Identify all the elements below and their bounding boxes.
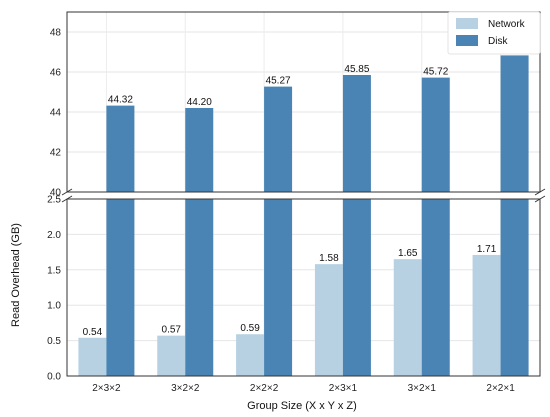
legend-label-network: Network [488,19,526,30]
y-axis-title: Read Overhead (GB) [10,223,22,327]
y-tick-label-upper: 40 [50,188,62,199]
bar-disk-upper [264,86,293,192]
legend-swatch-disk [456,35,478,46]
bars [78,55,529,376]
data-label-network: 1.58 [319,253,339,264]
x-tick-label: 3×2×2 [171,383,200,394]
bar-disk-upper [106,105,135,192]
bar-network [236,334,265,376]
data-label-network: 0.57 [162,325,182,336]
y-tick-label-upper: 46 [50,68,62,79]
x-tick-label: 2×2×1 [486,383,515,394]
axis-break-mark [534,195,546,203]
y-tick-label-lower: 2.5 [47,195,61,206]
bar-disk-lower [500,199,529,376]
axis-break-mark [61,188,73,196]
x-tick-label: 2×3×1 [329,383,358,394]
data-label-disk: 45.72 [423,67,448,78]
bar-network [157,335,186,376]
bar-network [472,254,501,376]
y-tick-label-upper: 48 [50,28,62,39]
legend-label-disk: Disk [488,36,508,47]
data-label-disk: 45.27 [266,76,291,87]
data-label-disk: 44.20 [187,97,212,108]
x-tick-label: 2×2×2 [250,383,279,394]
x-axis-title: Group Size (X x Y x Z) [247,400,357,412]
bar-disk-lower [342,199,371,376]
axis-break-gap [65,192,544,199]
bar-disk-lower [264,199,293,376]
bar-disk-lower [421,199,450,376]
x-tick-label: 2×3×2 [92,383,121,394]
y-tick-label-lower: 2.0 [47,230,61,241]
data-labels: 0.54 44.32 0.57 44.20 0.59 45.27 1.58 45.85 1.65… [83,44,528,337]
axes: 40 42 44 46 48 0.0 0.5 1.0 1.5 2.0 2.5 2×3×2 3×2×2 2×… [47,11,546,394]
data-label-network: 0.54 [83,327,103,338]
bar-disk-upper [342,75,371,192]
data-label-network: 1.71 [477,244,497,255]
bar-disk-lower [106,199,135,376]
y-tick-label-lower: 0.5 [47,336,61,347]
bar-disk-upper [500,55,529,193]
bar-disk-upper [185,108,214,192]
data-label-network: 0.59 [240,323,260,334]
bar-disk-upper [421,77,450,192]
upper-panel-frame [66,11,541,193]
x-tick-label: 3×2×1 [408,383,437,394]
axis-break-mark [61,195,73,203]
y-tick-label-upper: 42 [50,148,62,159]
lower-panel-frame [66,198,541,377]
legend: Network Disk [447,11,541,55]
bar-disk-lower [185,199,214,376]
legend-swatch-network [456,18,478,29]
data-label-disk: 44.32 [108,95,133,106]
bar-network [393,259,422,376]
data-label-network: 1.65 [398,248,418,259]
bar-network [314,264,343,376]
y-tick-label-lower: 1.0 [47,301,61,312]
y-tick-label-lower: 1.5 [47,265,61,276]
data-label-disk: 45.85 [344,64,369,75]
y-tick-label-lower: 0.0 [47,372,61,383]
bar-network [78,337,107,376]
axis-break-mark [534,188,546,196]
y-tick-label-upper: 44 [50,108,62,119]
